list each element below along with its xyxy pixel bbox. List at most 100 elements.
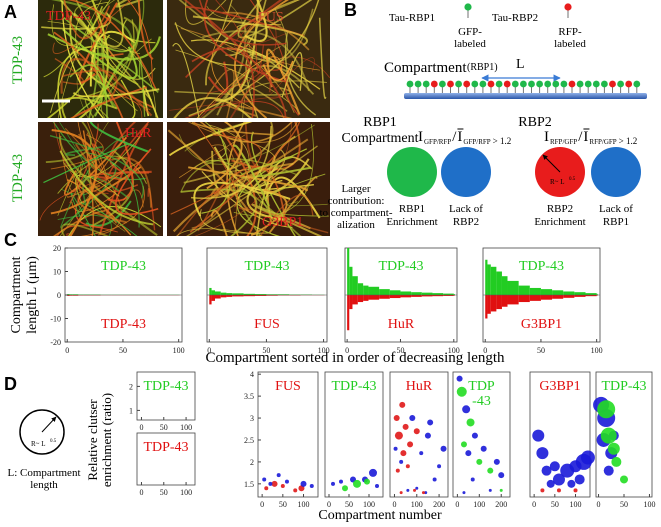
x-tick-label: 100 — [473, 500, 485, 509]
fiber — [39, 169, 140, 221]
length-bar — [368, 295, 380, 300]
fiber — [250, 131, 296, 236]
circle-caption: RBP1 — [603, 216, 629, 228]
fiber — [43, 143, 128, 184]
label-head — [455, 80, 462, 88]
length-bar — [349, 295, 353, 310]
cluster-point — [462, 405, 471, 414]
formula-part: I — [418, 129, 423, 145]
cluster-point — [499, 488, 503, 492]
y-tick-label: 1 — [129, 406, 133, 415]
fiber — [244, 0, 268, 42]
fiber — [249, 0, 284, 71]
fiber — [235, 149, 286, 200]
length-bar — [243, 295, 255, 297]
fiber — [67, 160, 142, 198]
compartment-circle — [441, 147, 491, 197]
formula-part: / — [452, 129, 457, 145]
fiber — [59, 19, 135, 101]
length-bar — [540, 295, 553, 300]
length-bar — [379, 295, 390, 299]
fiber — [51, 4, 82, 46]
label-head — [609, 80, 616, 88]
fiber — [137, 0, 154, 60]
length-bar — [529, 287, 541, 295]
cluster-point — [532, 429, 545, 442]
length-bar — [421, 295, 433, 297]
length-bar — [215, 295, 221, 299]
fiber — [57, 0, 102, 118]
x-tick-label: 50 — [160, 488, 168, 497]
label-head — [625, 80, 633, 88]
fiber — [66, 0, 158, 91]
x-tick-label: 50 — [262, 346, 270, 355]
plot-title: -43 — [472, 394, 491, 409]
fiber — [82, 176, 129, 207]
x-tick-label: 100 — [570, 500, 582, 509]
length-bar — [211, 290, 215, 295]
cluster-point — [375, 484, 379, 489]
plot-title: TDP-43 — [601, 379, 646, 394]
fiber — [189, 122, 301, 233]
fiber — [176, 187, 220, 236]
length-bar — [563, 291, 575, 295]
length-bar — [552, 290, 564, 295]
fiber — [50, 166, 142, 215]
fiber — [82, 130, 94, 236]
length-bar — [400, 295, 412, 298]
fiber — [201, 129, 231, 214]
length-bar — [585, 295, 597, 297]
image-label: G3BP1 — [262, 215, 303, 230]
label-head — [511, 80, 519, 88]
cluster-point — [471, 432, 478, 439]
y-tick-label: 2 — [250, 458, 254, 467]
circle-caption: RBP1 — [399, 203, 425, 215]
x-tick-label: 100 — [591, 346, 603, 355]
plot-frame — [136, 371, 196, 421]
fiber — [229, 4, 252, 58]
fiber — [185, 145, 318, 236]
x-axis-title: Compartment sorted in order of decreasin… — [205, 350, 505, 366]
fiber — [199, 0, 287, 46]
length-bar — [501, 276, 508, 295]
cluster-point — [262, 477, 267, 482]
formula-part: > 1.2 — [619, 136, 638, 146]
length-bar — [368, 286, 380, 295]
circle-caption: RBP2 — [547, 203, 573, 215]
cluster-point — [268, 481, 273, 486]
label-head — [576, 80, 584, 88]
fiber — [89, 122, 150, 154]
length-bar — [552, 295, 564, 299]
fiber — [204, 122, 227, 160]
length-bar — [490, 266, 497, 295]
fiber — [75, 1, 108, 57]
fiber — [66, 233, 70, 236]
cluster-point — [393, 446, 398, 451]
formula-part: / — [578, 129, 583, 145]
cluster-point — [399, 459, 404, 464]
length-bar — [574, 292, 586, 295]
x-axis-title: Compartment number — [318, 508, 442, 523]
fiber — [76, 64, 119, 118]
fiber — [69, 123, 99, 204]
x-tick-label: 0 — [139, 488, 143, 497]
cluster-point — [342, 485, 348, 492]
length-bar — [596, 293, 598, 295]
x-tick-label: 100 — [180, 423, 192, 432]
label-head — [536, 80, 543, 88]
fiber — [231, 83, 288, 112]
cluster-point — [480, 445, 487, 452]
formula-part: RFP/GFP — [550, 138, 577, 146]
x-tick-label: 50 — [620, 500, 628, 509]
fiber — [201, 23, 247, 118]
label-head — [503, 80, 511, 88]
fiber — [78, 2, 118, 84]
cluster-point — [413, 428, 420, 435]
formula-part: > 1.2 — [493, 136, 512, 146]
cluster-point — [536, 447, 549, 460]
formula-part: I — [583, 129, 588, 145]
fiber — [167, 129, 250, 212]
micrograph — [167, 122, 330, 236]
length-bar — [389, 295, 401, 299]
length-bar — [501, 295, 508, 307]
